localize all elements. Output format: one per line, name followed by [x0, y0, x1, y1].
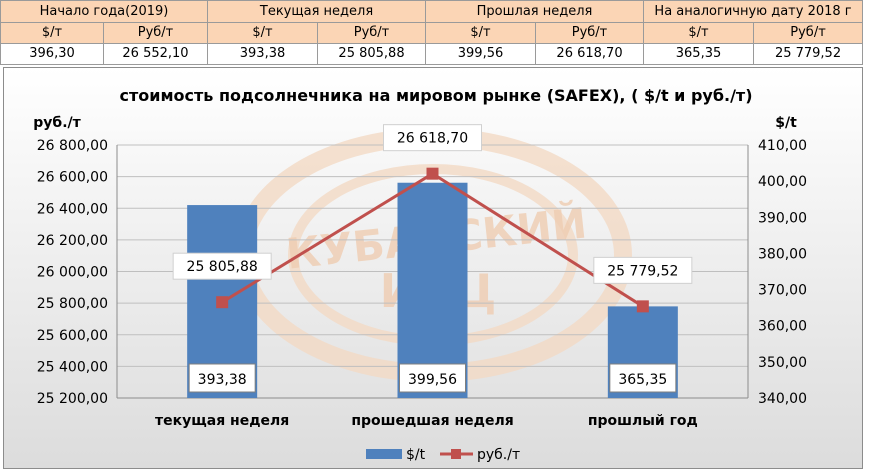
- left-tick-label: 26 400,00: [37, 201, 108, 217]
- value-cell: 25 805,88: [316, 43, 427, 65]
- category-label: текущая неделя: [155, 413, 289, 429]
- line-data-label-box: [172, 252, 272, 280]
- line-data-label-box: [593, 256, 693, 284]
- left-axis-label: руб./т: [33, 115, 81, 131]
- category-labels: текущая неделя прошедшая неделя прошлый го…: [155, 413, 698, 429]
- right-axis-ticks: 410,00 400,00 390,00 380,00 370,00 360,00 350,…: [758, 138, 807, 407]
- bar-usd: [397, 182, 468, 398]
- unit-cell: $/т: [643, 22, 755, 44]
- bar-data-label: 393,38: [198, 372, 247, 388]
- value-cell: 26 552,10: [103, 43, 208, 65]
- bar-data-label: 399,56: [408, 372, 457, 388]
- category-label: прошедшая неделя: [351, 413, 513, 429]
- value-cell: 393,38: [207, 43, 318, 65]
- unit-cell: $/т: [0, 22, 104, 44]
- right-tick-label: 380,00: [758, 246, 807, 262]
- legend-line-marker: [451, 449, 461, 459]
- value-cell: 399,56: [425, 43, 537, 65]
- table-header-row: Начало года(2019) Текущая неделя Прошлая…: [0, 0, 864, 23]
- unit-cell: Руб/т: [316, 22, 427, 44]
- summary-table: Начало года(2019) Текущая неделя Прошлая…: [0, 0, 864, 65]
- value-cell: 26 618,70: [535, 43, 645, 65]
- right-axis-label: $/t: [775, 115, 797, 131]
- chart-title: стоимость подсолнечника на мировом рынке…: [120, 86, 753, 105]
- line-series: 25 805,88 26 618,70 25 779,52: [172, 124, 693, 313]
- legend-label-rub: руб./т: [477, 447, 520, 463]
- left-axis-ticks: 26 800,00 26 600,00 26 400,00 26 200,00 26 0…: [37, 138, 108, 407]
- bar-data-label-box: [188, 363, 256, 393]
- right-tick-label: 410,00: [758, 138, 807, 154]
- unit-cell: Руб/т: [535, 22, 645, 44]
- right-tick-label: 360,00: [758, 319, 807, 335]
- left-tick-label: 25 200,00: [37, 391, 108, 407]
- header-previous-week: Прошлая неделя: [425, 0, 645, 23]
- table-values-row: 396,30 26 552,10 393,38 25 805,88 399,56…: [0, 43, 864, 65]
- header-current-week: Текущая неделя: [206, 0, 427, 23]
- table-units-row: $/т Руб/т $/т Руб/т $/т Руб/т $/т Руб/т: [0, 22, 864, 44]
- unit-cell: Руб/т: [753, 22, 864, 44]
- line-data-label: 25 779,52: [607, 263, 678, 279]
- line-data-label: 26 618,70: [397, 131, 468, 147]
- header-same-date-2018: На аналогичную дату 2018 г: [643, 0, 864, 23]
- right-tick-label: 350,00: [758, 355, 807, 371]
- category-label: прошлый год: [588, 413, 698, 429]
- legend-label-usd: $/t: [406, 447, 426, 463]
- left-tick-label: 26 000,00: [37, 265, 108, 281]
- line-point: [216, 296, 229, 309]
- line-point: [426, 167, 439, 180]
- left-tick-label: 25 600,00: [37, 328, 108, 344]
- value-cell: 25 779,52: [753, 43, 864, 65]
- right-tick-label: 370,00: [758, 283, 807, 299]
- line-data-label: 25 805,88: [187, 259, 258, 275]
- unit-cell: $/т: [207, 22, 318, 44]
- line-data-label-box: [383, 124, 482, 152]
- unit-cell: Руб/т: [103, 22, 208, 44]
- value-cell: 396,30: [0, 43, 104, 65]
- bar-data-label: 365,35: [618, 372, 667, 388]
- left-tick-label: 26 600,00: [37, 170, 108, 186]
- bar-data-label-box: [609, 363, 677, 393]
- value-cell: 365,35: [643, 43, 755, 65]
- right-tick-label: 340,00: [758, 391, 807, 407]
- left-tick-label: 26 200,00: [37, 233, 108, 249]
- right-tick-label: 400,00: [758, 174, 807, 190]
- right-tick-label: 390,00: [758, 210, 807, 226]
- bar-data-label-box: [399, 363, 466, 393]
- left-tick-label: 25 400,00: [37, 359, 108, 375]
- legend-bar-swatch: [366, 449, 402, 459]
- left-tick-label: 26 800,00: [37, 138, 108, 154]
- unit-cell: $/т: [425, 22, 537, 44]
- legend: $/t руб./т: [366, 447, 520, 463]
- line-point: [636, 300, 649, 313]
- header-start-of-year: Начало года(2019): [0, 0, 208, 23]
- left-tick-label: 25 800,00: [37, 296, 108, 312]
